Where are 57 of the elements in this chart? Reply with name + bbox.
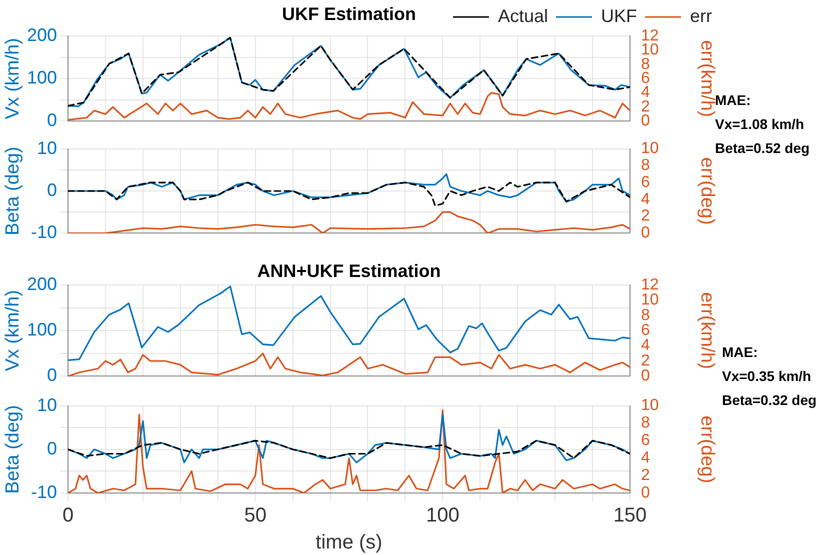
text: Vx=1.08 km/h xyxy=(715,116,806,134)
y2-axis-title: err(km/h) xyxy=(696,40,718,118)
y-tick-label: 10 xyxy=(36,138,57,158)
y-tick-label: 100 xyxy=(26,320,57,340)
y2-tick-label: 6 xyxy=(641,432,650,450)
x-tick-label: 0 xyxy=(62,504,74,527)
y2-tick-label: 0 xyxy=(641,484,650,502)
legend-label: err xyxy=(690,6,712,26)
y2-axis-title: err(deg) xyxy=(696,416,718,484)
y2-tick-label: 8 xyxy=(641,157,650,174)
y-axis-title: Beta (deg) xyxy=(2,405,24,494)
y2-tick-label: 6 xyxy=(641,322,650,340)
y-tick-label: 200 xyxy=(26,24,57,45)
y-tick-label: 0 xyxy=(46,180,57,200)
text: MAE: xyxy=(722,343,759,362)
y-tick-label: -10 xyxy=(30,222,57,242)
x-tick-label: 100 xyxy=(426,504,460,527)
y2-tick-label: 0 xyxy=(641,224,650,242)
y2-tick-label: 4 xyxy=(641,337,650,354)
y2-tick-label: 2 xyxy=(641,352,650,370)
y-tick-label: 100 xyxy=(26,68,57,88)
text: Vx=0.35 km/h xyxy=(722,367,812,386)
y-axis-title: Beta (deg) xyxy=(2,146,24,236)
x-tick-label: 50 xyxy=(244,504,266,527)
y2-tick-label: 0 xyxy=(641,368,650,385)
y2-tick-label: 12 xyxy=(641,276,659,294)
y2-tick-label: 10 xyxy=(641,292,659,309)
x-tick-label: 150 xyxy=(613,504,647,527)
y-tick-label: -10 xyxy=(30,482,57,502)
y-tick-label: 0 xyxy=(46,438,57,458)
x-axis-title: time (s) xyxy=(316,532,382,554)
y2-tick-label: 4 xyxy=(641,190,650,208)
text: MAE: xyxy=(715,92,752,108)
y-tick-label: 10 xyxy=(36,394,57,415)
y-axis-title: Vx (km/h) xyxy=(2,290,24,372)
y2-tick-label: 12 xyxy=(641,27,659,44)
chart-title: UKF Estimation xyxy=(282,4,416,25)
legend-label: Actual xyxy=(498,6,548,26)
text: Beta=0.52 deg xyxy=(715,140,810,156)
y2-tick-label: 4 xyxy=(641,450,650,467)
y-tick-label: 200 xyxy=(26,274,57,294)
y2-tick-label: 8 xyxy=(641,414,650,432)
y2-tick-label: 2 xyxy=(641,466,650,484)
y2-tick-label: 0 xyxy=(641,112,650,130)
y-tick-label: 0 xyxy=(46,365,57,386)
y2-axis-title: err(deg) xyxy=(696,157,718,225)
y2-tick-label: 6 xyxy=(641,174,650,191)
text: Beta=0.32 deg xyxy=(722,391,817,410)
y2-tick-label: 10 xyxy=(641,140,659,158)
y2-axis-title: err(km/h) xyxy=(696,292,718,370)
y2-tick-label: 8 xyxy=(641,306,650,324)
y2-tick-label: 10 xyxy=(641,397,659,414)
chart-title: ANN+UKF Estimation xyxy=(257,261,441,282)
y2-tick-label: 2 xyxy=(641,208,650,225)
legend-label: UKF xyxy=(601,6,638,26)
y-tick-label: 0 xyxy=(46,110,57,130)
y-axis-title: Vx (km/h) xyxy=(2,38,24,120)
